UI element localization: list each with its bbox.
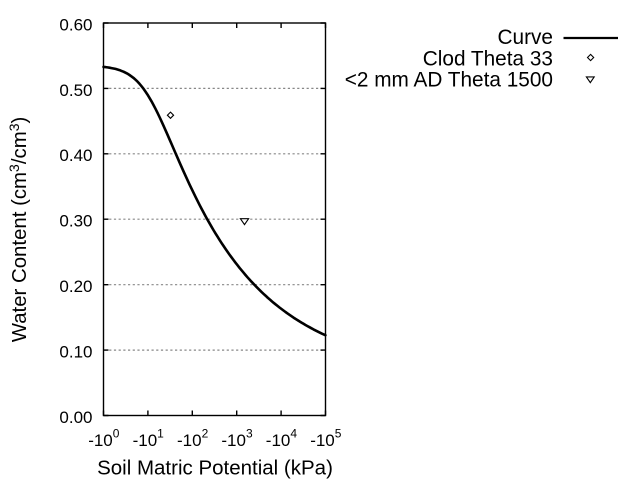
svg-text:Clod Theta 33: Clod Theta 33 [423,48,553,71]
svg-text:0.20: 0.20 [59,277,92,296]
svg-text:0.30: 0.30 [59,212,92,231]
svg-text:-104: -104 [266,426,298,450]
svg-text:Curve: Curve [498,26,553,49]
svg-text:Soil Matric Potential (kPa): Soil Matric Potential (kPa) [97,457,333,480]
svg-text:Water Content (cm3/cm3): Water Content (cm3/cm3) [6,117,31,343]
svg-text:-103: -103 [221,426,253,450]
svg-text:<2 mm AD Theta 1500: <2 mm AD Theta 1500 [345,69,553,92]
svg-text:0.40: 0.40 [59,146,92,165]
svg-text:0.00: 0.00 [59,408,92,427]
svg-text:-102: -102 [177,426,209,450]
svg-text:-105: -105 [310,426,342,450]
svg-text:-101: -101 [133,426,165,450]
svg-text:-100: -100 [88,426,120,450]
svg-text:0.60: 0.60 [59,15,92,34]
svg-text:0.10: 0.10 [59,343,92,362]
svg-text:0.50: 0.50 [59,81,92,100]
